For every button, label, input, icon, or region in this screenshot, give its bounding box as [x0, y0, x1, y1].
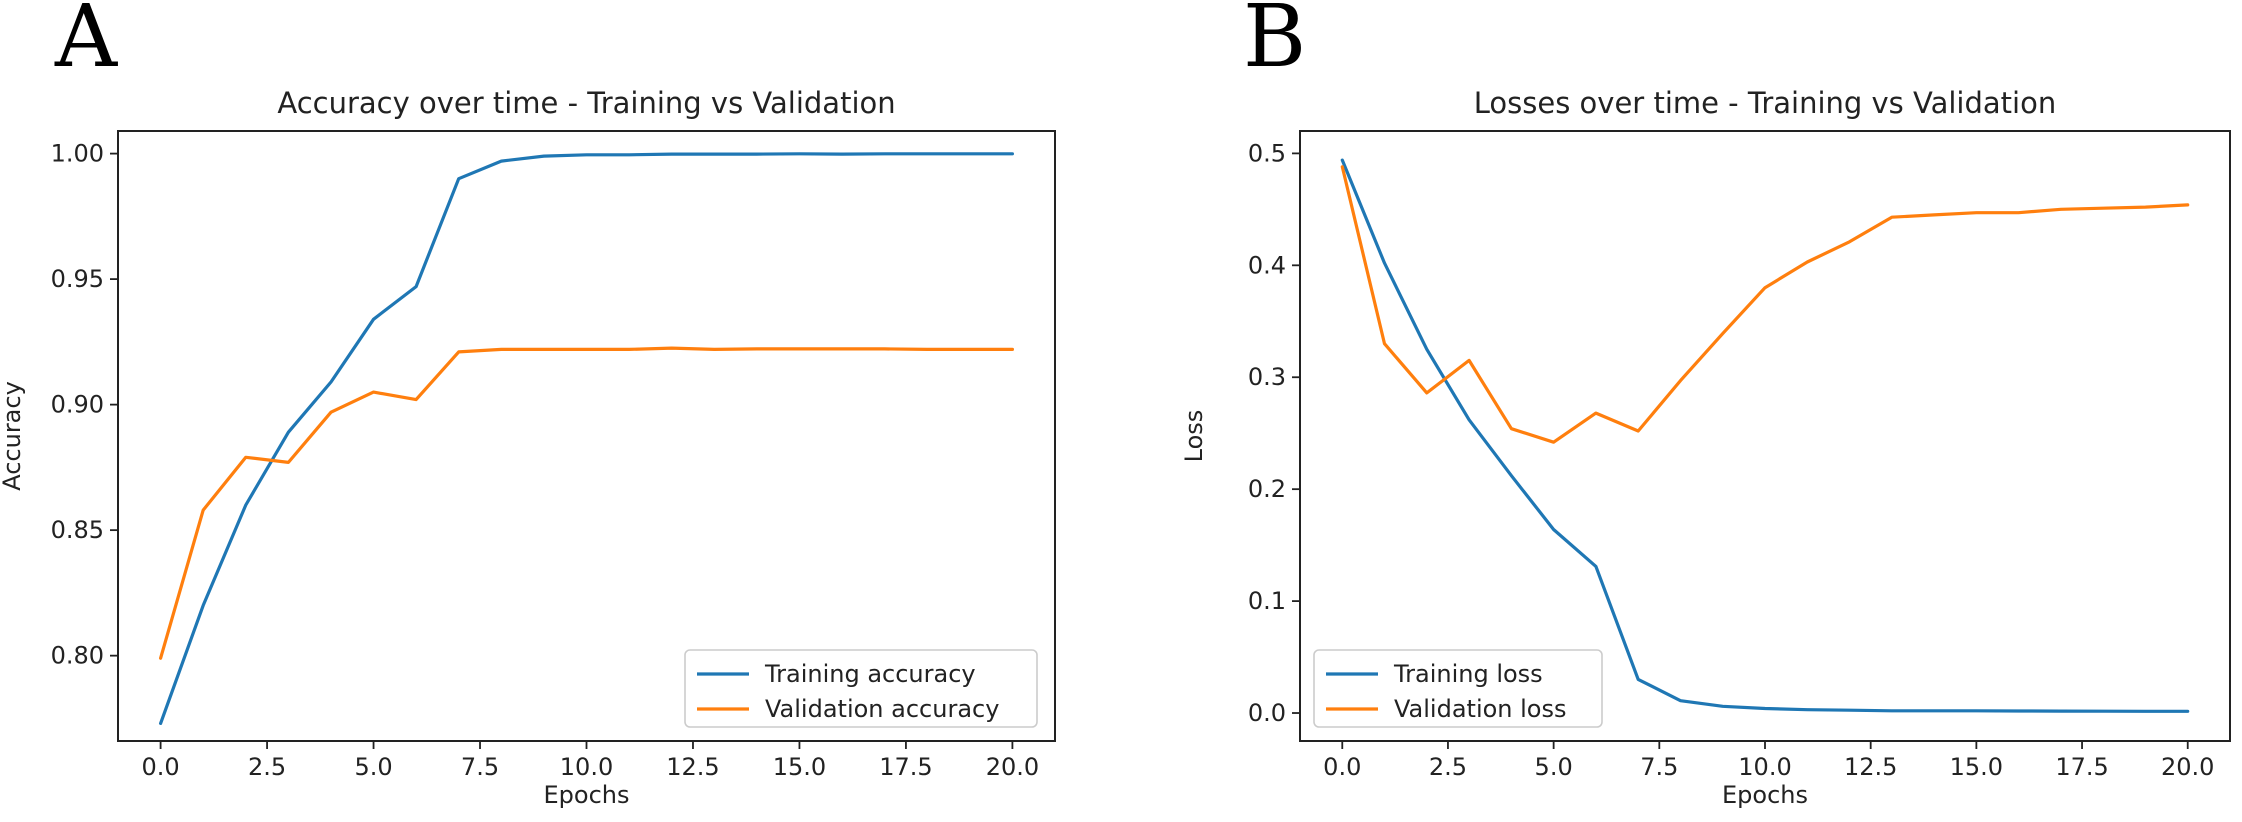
panel-label-a: A: [54, 0, 118, 87]
x-tick-label: 20.0: [986, 753, 1039, 781]
panel-label-b: B: [1243, 0, 1306, 87]
series-line-validation-accuracy: [159, 346, 1015, 660]
x-tick-label: 2.5: [1429, 753, 1467, 781]
y-tick-label: 0.90: [51, 391, 104, 419]
y-tick-label: 0.3: [1248, 363, 1286, 391]
x-tick-label: 10.0: [560, 753, 613, 781]
chart-title: Losses over time - Training vs Validatio…: [1474, 86, 2056, 120]
x-tick-label: 5.0: [354, 753, 392, 781]
y-tick-label: 0.1: [1248, 587, 1286, 615]
y-tick-label: 0.95: [51, 265, 104, 293]
legend: Training loss Validation loss: [1313, 649, 1603, 728]
legend-entry: Validation loss: [1394, 695, 1567, 723]
legend-box: [1313, 649, 1603, 728]
legend: Training accuracy Validation accuracy: [684, 649, 1038, 728]
plot-frame: [1299, 130, 2231, 742]
legend-box: [684, 649, 1038, 728]
x-tick-label: 7.5: [1640, 753, 1678, 781]
y-tick-label: 0.0: [1248, 699, 1286, 727]
y-tick-label: 0.5: [1248, 139, 1286, 167]
y-tick-label: 1.00: [51, 140, 104, 168]
series-line-training-loss: [1340, 158, 2190, 713]
series-line-training-accuracy: [159, 152, 1015, 726]
y-axis-label: Accuracy: [0, 381, 26, 491]
x-axis-label: Epochs: [544, 781, 630, 809]
y-tick-label: 0.2: [1248, 475, 1286, 503]
y-tick-label: 0.85: [51, 516, 104, 544]
legend-entry: Validation accuracy: [765, 695, 999, 723]
chart-title: Accuracy over time - Training vs Validat…: [277, 86, 895, 120]
x-tick-label: 17.5: [879, 753, 932, 781]
x-tick-label: 0.0: [142, 753, 180, 781]
x-tick-label: 17.5: [2055, 753, 2108, 781]
y-tick-label: 0.4: [1248, 251, 1286, 279]
x-tick-label: 7.5: [461, 753, 499, 781]
x-tick-label: 5.0: [1535, 753, 1573, 781]
x-tick-label: 12.5: [1844, 753, 1897, 781]
accuracy-chart: Accuracy over time - Training vs Validat…: [0, 86, 1056, 809]
legend-entry: Training loss: [1393, 660, 1543, 688]
x-tick-label: 15.0: [1950, 753, 2003, 781]
x-tick-label: 15.0: [773, 753, 826, 781]
x-tick-label: 20.0: [2161, 753, 2214, 781]
y-axis-label: Loss: [1180, 410, 1208, 463]
x-axis-label: Epochs: [1722, 781, 1808, 809]
x-tick-label: 10.0: [1738, 753, 1791, 781]
plot-frame: [117, 130, 1056, 742]
loss-chart: Losses over time - Training vs Validatio…: [1180, 86, 2231, 809]
x-tick-label: 0.0: [1323, 753, 1361, 781]
series-line-validation-loss: [1340, 165, 2190, 444]
x-tick-label: 12.5: [666, 753, 719, 781]
x-tick-label: 2.5: [248, 753, 286, 781]
legend-entry: Training accuracy: [764, 660, 976, 688]
y-tick-label: 0.80: [51, 642, 104, 670]
